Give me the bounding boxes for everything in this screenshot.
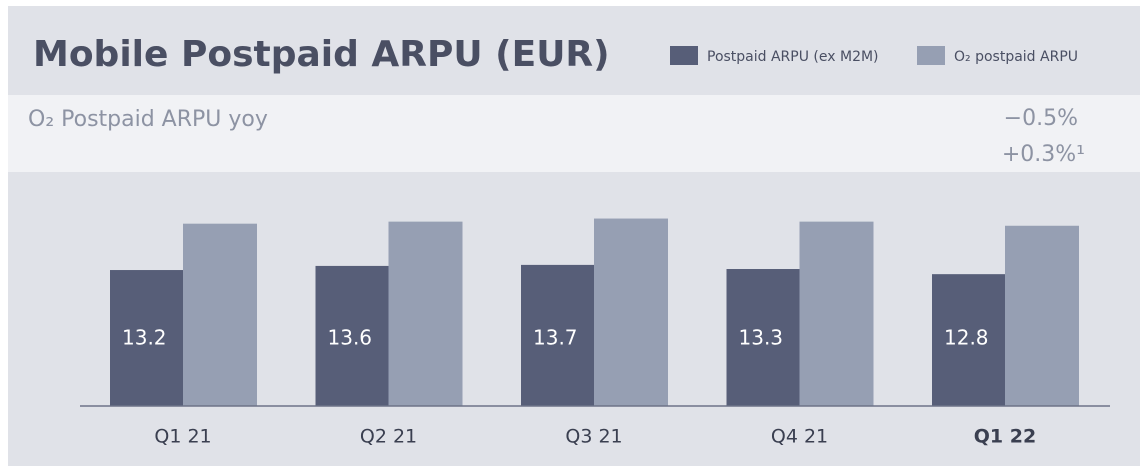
x-tick-label: Q4 21	[771, 426, 828, 448]
x-tick-label: Q2 21	[360, 426, 417, 448]
value-label: 12.8	[944, 326, 989, 350]
legend-swatch	[670, 46, 698, 65]
legend-swatch	[917, 46, 945, 65]
bar	[388, 221, 463, 406]
header-band	[8, 6, 1140, 95]
chart-title: Mobile Postpaid ARPU (EUR)	[33, 34, 610, 75]
x-tick-label: Q3 21	[565, 426, 622, 448]
value-label: 13.7	[533, 326, 578, 350]
bar	[594, 218, 668, 406]
x-tick-label: Q1 21	[154, 426, 211, 448]
bar	[799, 221, 874, 406]
legend-label: Postpaid ARPU (ex M2M)	[707, 49, 879, 65]
x-tick-label: Q1 22	[974, 426, 1036, 448]
value-label: 13.2	[122, 326, 167, 350]
yoy-value: +0.3%¹	[1002, 142, 1085, 167]
bar	[183, 223, 257, 406]
bar	[726, 269, 800, 406]
bar	[315, 265, 389, 406]
value-label: 13.3	[739, 326, 784, 350]
yoy-value: −0.5%	[1004, 106, 1078, 131]
yoy-band	[8, 95, 1140, 172]
bar	[1005, 225, 1079, 406]
bar	[932, 274, 1005, 406]
bar	[110, 270, 183, 406]
bar	[521, 264, 594, 406]
value-label: 13.6	[328, 326, 373, 350]
legend-label: O₂ postpaid ARPU	[954, 49, 1078, 65]
annotation: O₂ Postpaid ARPU yoy	[28, 107, 268, 132]
